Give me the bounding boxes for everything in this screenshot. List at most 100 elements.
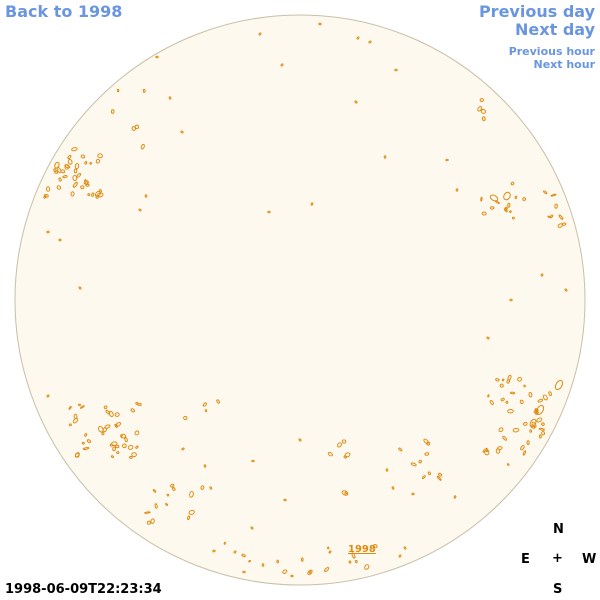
contour-blob bbox=[87, 193, 91, 197]
contour-blob bbox=[485, 449, 489, 453]
contour-blob bbox=[520, 445, 525, 451]
observation-timestamp: 1998-06-09T22:23:34 bbox=[5, 582, 162, 597]
contour-blob bbox=[54, 161, 60, 169]
contour-blob bbox=[504, 206, 508, 212]
contour-blob bbox=[189, 490, 194, 498]
contour-blob bbox=[109, 443, 114, 447]
contour-blob bbox=[120, 434, 123, 438]
previous-hour-link[interactable]: Previous hour bbox=[508, 45, 595, 58]
contour-blob bbox=[507, 408, 514, 414]
contour-blob bbox=[86, 439, 92, 444]
contour-blob bbox=[394, 68, 398, 72]
contour-blob bbox=[80, 154, 86, 159]
contour-blob bbox=[89, 161, 93, 165]
contour-blob bbox=[326, 546, 330, 550]
contour-blob bbox=[84, 161, 88, 165]
contour-blob bbox=[523, 421, 528, 426]
compass-north: N bbox=[553, 522, 564, 537]
contour-blob bbox=[514, 195, 518, 200]
next-day-link[interactable]: Next day bbox=[515, 20, 595, 39]
contour-blob bbox=[91, 192, 95, 197]
contour-blob bbox=[398, 447, 403, 452]
contour-blob bbox=[536, 417, 543, 423]
contour-blob bbox=[368, 40, 372, 44]
contour-blob bbox=[480, 196, 483, 202]
contour-blob bbox=[64, 164, 70, 170]
contour-blob bbox=[70, 191, 75, 197]
contour-blob bbox=[78, 286, 82, 290]
contour-blob bbox=[548, 391, 552, 397]
contour-blob bbox=[74, 163, 80, 170]
contour-blob bbox=[530, 424, 536, 429]
contour-blob bbox=[318, 22, 322, 26]
contour-blob bbox=[328, 550, 332, 554]
contour-blob bbox=[410, 462, 417, 467]
contour-blob bbox=[248, 559, 251, 563]
contour-blob bbox=[327, 451, 333, 457]
contour-blob bbox=[146, 520, 151, 525]
next-hour-link[interactable]: Next hour bbox=[533, 58, 596, 71]
contour-blob bbox=[183, 415, 188, 421]
contour-blob bbox=[110, 109, 115, 114]
solar-disk bbox=[14, 14, 586, 586]
contour-blob bbox=[200, 485, 205, 490]
contour-blob bbox=[101, 432, 105, 436]
contour-blob bbox=[166, 493, 170, 497]
previous-day-link[interactable]: Previous day bbox=[478, 2, 595, 21]
contour-blob bbox=[223, 541, 226, 545]
contour-blob bbox=[354, 100, 358, 104]
contour-blob bbox=[438, 472, 443, 477]
contour-blob bbox=[489, 400, 494, 405]
contour-blob bbox=[116, 451, 120, 455]
contour-blob bbox=[411, 492, 415, 496]
contour-blob bbox=[74, 452, 80, 458]
contour-blob bbox=[142, 88, 146, 93]
contour-blob bbox=[242, 570, 246, 574]
contour-blob bbox=[267, 210, 271, 214]
contour-blob bbox=[137, 402, 142, 407]
contour-blob bbox=[529, 429, 533, 433]
contour-blob bbox=[561, 222, 567, 226]
contour-blob bbox=[510, 181, 515, 186]
contour-blob bbox=[76, 172, 82, 178]
contour-blob bbox=[83, 180, 89, 185]
year-link[interactable]: 1998 bbox=[348, 544, 376, 555]
contour-blob bbox=[495, 378, 500, 382]
contour-blob bbox=[436, 475, 442, 481]
contour-blob bbox=[348, 560, 352, 564]
contour-blob bbox=[486, 336, 490, 340]
contour-blob bbox=[519, 399, 524, 405]
contour-blob bbox=[554, 203, 558, 209]
contour-blob bbox=[542, 394, 548, 401]
back-to-year-link[interactable]: Back to 1998 bbox=[5, 2, 123, 21]
contour-blob bbox=[80, 185, 85, 190]
contour-blob bbox=[511, 216, 515, 220]
contour-blob bbox=[502, 435, 507, 441]
contour-blob bbox=[209, 486, 213, 490]
contour-blob bbox=[187, 515, 191, 521]
contour-ring bbox=[503, 191, 511, 201]
contour-blob bbox=[528, 392, 533, 398]
contour-blob bbox=[298, 438, 302, 442]
contour-blob bbox=[112, 446, 116, 452]
contour-blob bbox=[152, 489, 157, 493]
contour-blob bbox=[372, 544, 378, 549]
contour-blob bbox=[424, 452, 430, 456]
contour-blob bbox=[95, 194, 100, 199]
contour-blob bbox=[150, 518, 155, 524]
contour-blob bbox=[54, 170, 59, 174]
contour-blob bbox=[509, 210, 512, 213]
contour-blob bbox=[500, 397, 505, 402]
contour-blob bbox=[216, 399, 220, 404]
contour-blob bbox=[233, 550, 237, 554]
contour-blob bbox=[354, 559, 358, 564]
contour-blob bbox=[558, 214, 564, 220]
contour-blob bbox=[134, 124, 140, 130]
contour-blob bbox=[300, 557, 304, 562]
contour-blob bbox=[116, 88, 120, 93]
contour-blob bbox=[130, 408, 136, 413]
contour-blob bbox=[490, 206, 495, 210]
contour-blob bbox=[541, 422, 545, 427]
contour-blob bbox=[477, 106, 483, 112]
contour-blob bbox=[351, 552, 356, 559]
